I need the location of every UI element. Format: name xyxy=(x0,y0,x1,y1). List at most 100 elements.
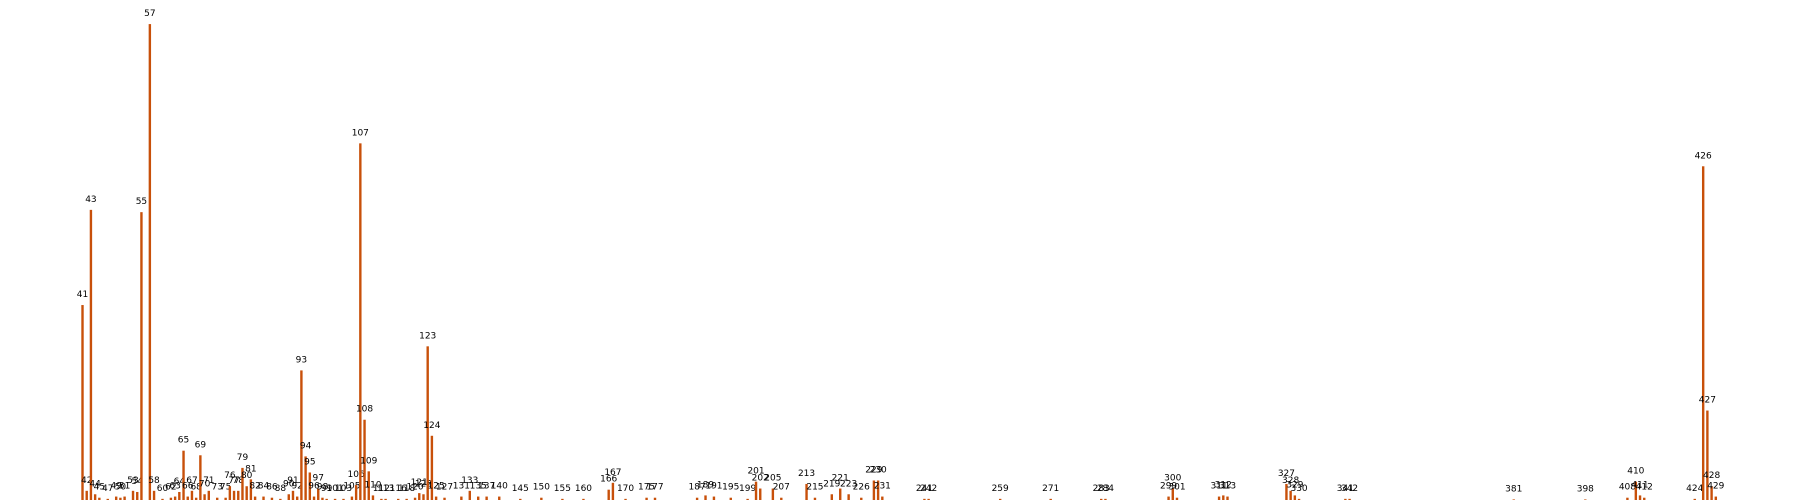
bar xyxy=(291,490,295,500)
bar xyxy=(1634,481,1638,500)
bar xyxy=(354,485,358,500)
bar-label: 133 xyxy=(461,476,478,486)
bar xyxy=(927,498,930,500)
bar xyxy=(85,490,88,500)
bar xyxy=(203,494,206,500)
bar xyxy=(1638,495,1642,500)
bar xyxy=(136,491,139,500)
bar-label: 55 xyxy=(136,197,147,207)
bar xyxy=(998,498,1002,500)
bar xyxy=(169,497,173,500)
bar-label: 81 xyxy=(245,464,256,474)
bar xyxy=(300,370,303,500)
bar-label: 107 xyxy=(352,128,369,138)
bar xyxy=(249,479,253,500)
bar-label: 127 xyxy=(436,483,453,493)
bar-label: 311 xyxy=(1210,482,1227,492)
bar-label: 67 xyxy=(186,476,197,486)
bar-label: 131 xyxy=(453,482,470,492)
bar xyxy=(729,497,732,500)
bar-label: 283 xyxy=(1093,484,1110,494)
bar-label: 241 xyxy=(916,484,933,494)
bar-label: 51 xyxy=(119,482,130,492)
bar-label: 68 xyxy=(190,483,202,493)
bar-label: 408 xyxy=(1619,483,1636,493)
bar-label: 121 xyxy=(411,478,428,488)
bar-label: 88 xyxy=(275,484,287,494)
bar-label: 66 xyxy=(182,482,194,492)
bar xyxy=(321,497,324,500)
bar-label: 140 xyxy=(491,482,508,492)
bar xyxy=(653,497,657,500)
bar xyxy=(759,488,762,500)
bar xyxy=(1289,490,1292,500)
bar xyxy=(161,498,164,500)
bar-label: 91 xyxy=(287,476,298,486)
bar-label: 64 xyxy=(174,477,186,487)
bar-label: 381 xyxy=(1505,484,1522,494)
bar-label: 71 xyxy=(203,476,214,486)
bar-label: 207 xyxy=(773,483,790,493)
bar xyxy=(140,212,143,500)
bar xyxy=(384,498,387,500)
bar-label: 99 xyxy=(321,484,333,494)
bar-label: 229 xyxy=(865,466,882,476)
bar-label: 201 xyxy=(747,467,764,477)
bar xyxy=(1297,498,1301,500)
bar-label: 93 xyxy=(296,355,307,365)
bar xyxy=(123,496,126,500)
bar xyxy=(1226,496,1229,500)
bar-label: 101 xyxy=(326,484,343,494)
bar xyxy=(232,490,236,500)
bar-label: 329 xyxy=(1286,480,1303,490)
bar xyxy=(81,305,84,500)
bar xyxy=(876,480,880,500)
bar xyxy=(1167,496,1170,500)
bar-label: 299 xyxy=(1160,482,1177,492)
bar-label: 76 xyxy=(224,471,236,481)
bar xyxy=(199,455,202,500)
bar xyxy=(241,467,244,500)
bar-label: 328 xyxy=(1282,476,1299,486)
bar-label: 428 xyxy=(1703,471,1720,481)
bar-label: 219 xyxy=(823,479,840,489)
bar xyxy=(1626,497,1629,500)
bar-label: 84 xyxy=(258,482,270,492)
bar-label: 195 xyxy=(722,483,739,493)
bar-label: 300 xyxy=(1164,474,1181,484)
bar xyxy=(645,497,648,500)
bar xyxy=(182,450,185,500)
bar-label: 105 xyxy=(343,482,360,492)
bar-label: 166 xyxy=(600,475,617,485)
bar xyxy=(363,419,366,500)
bar xyxy=(295,496,299,500)
bar xyxy=(207,490,210,500)
bar xyxy=(367,471,370,500)
bar-label: 78 xyxy=(233,476,245,486)
bar xyxy=(304,456,307,500)
bar xyxy=(1175,497,1179,500)
bar xyxy=(712,496,716,500)
bar xyxy=(186,496,189,500)
bar xyxy=(780,497,783,500)
bar-label: 77 xyxy=(228,476,239,486)
bar-label: 73 xyxy=(211,483,222,493)
bar xyxy=(860,497,863,500)
bar xyxy=(380,498,383,500)
bar-label: 226 xyxy=(853,483,870,493)
bar-label: 124 xyxy=(423,421,440,431)
bar xyxy=(582,498,585,500)
bar xyxy=(173,496,177,500)
bar-label: 398 xyxy=(1577,484,1594,494)
bar-label: 150 xyxy=(533,483,550,493)
bar-label: 125 xyxy=(428,482,445,492)
bar-label: 427 xyxy=(1699,396,1716,406)
bar xyxy=(805,483,808,500)
bar xyxy=(1104,498,1107,500)
bar-label: 86 xyxy=(266,483,278,493)
bar-label: 122 xyxy=(415,479,432,489)
bar-label: 110 xyxy=(364,480,381,490)
bar xyxy=(1293,495,1297,500)
bar xyxy=(519,498,522,500)
